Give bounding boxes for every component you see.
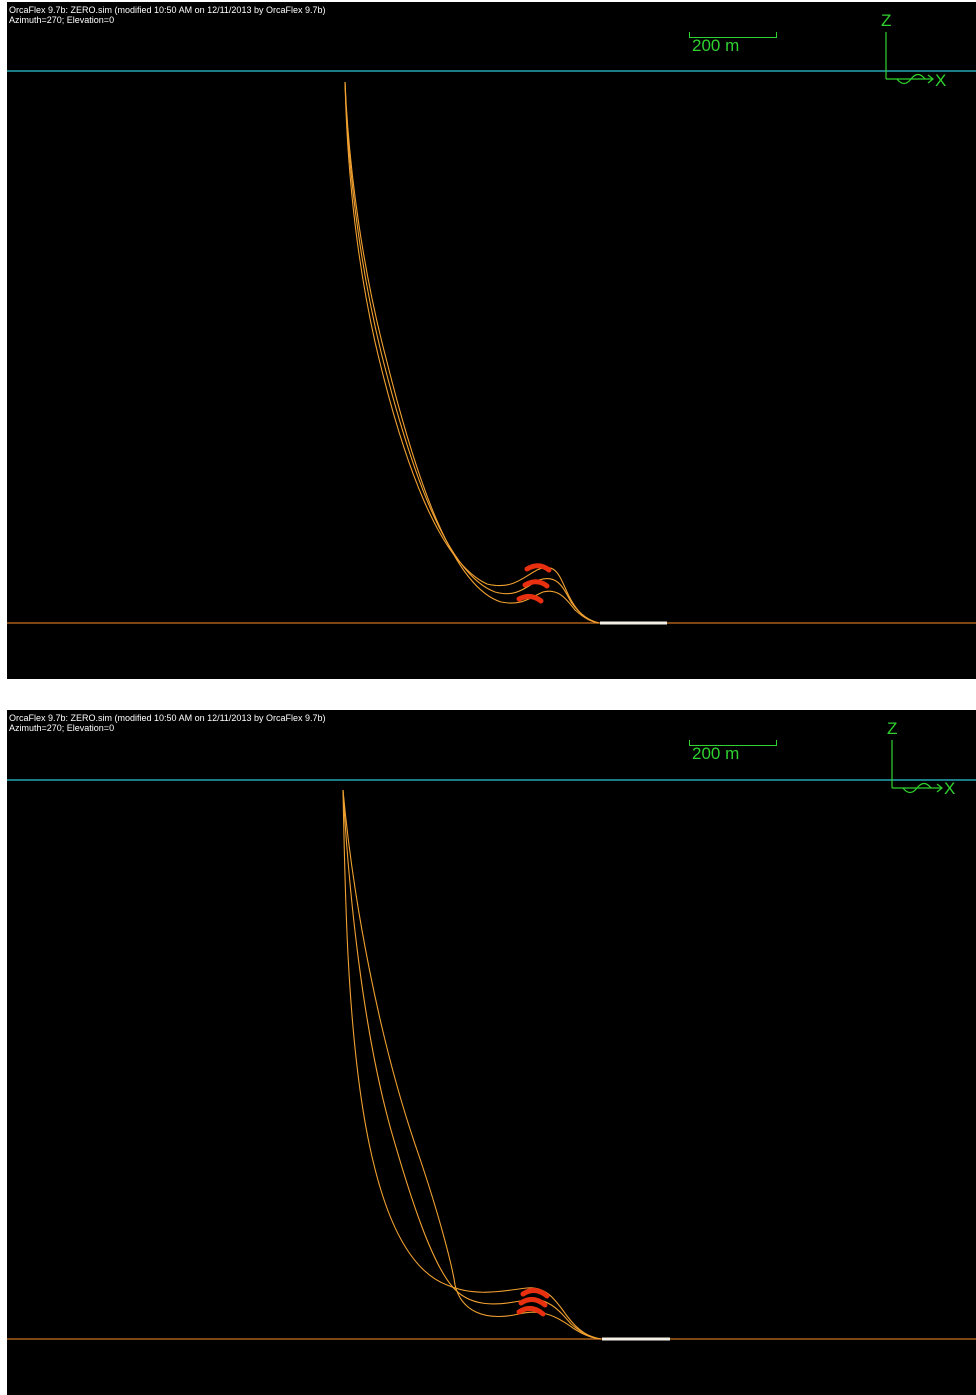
view-header: OrcaFlex 9.7b: ZERO.sim (modified 10:50 … — [9, 5, 325, 25]
buoyancy-section — [518, 1297, 548, 1308]
riser-line — [342, 789, 602, 1340]
header-view-angles: Azimuth=270; Elevation=0 — [9, 723, 115, 733]
scale-label: 200 m — [692, 744, 740, 763]
riser-lines — [344, 81, 600, 624]
axis-z-label: Z — [881, 11, 891, 30]
riser-lines — [342, 789, 602, 1340]
axis-x-label: X — [935, 71, 946, 90]
axis-triad — [891, 740, 943, 794]
header-title: OrcaFlex 9.7b: ZERO.sim (modified 10:50 … — [9, 713, 326, 723]
buoyancy-section — [522, 579, 550, 589]
scale-bar — [689, 32, 777, 38]
riser-line — [344, 81, 600, 624]
buoyancy-section — [516, 593, 544, 604]
buoyancy-sections — [516, 1288, 550, 1317]
view-panel-1: OrcaFlex 9.7b: ZERO.sim (modified 10:50 … — [7, 2, 976, 679]
axis-x-label: X — [944, 779, 955, 798]
wave-icon — [902, 782, 932, 794]
buoyancy-section — [520, 1288, 550, 1299]
view-panel-2: OrcaFlex 9.7b: ZERO.sim (modified 10:50 … — [7, 710, 976, 1395]
header-view-angles: Azimuth=270; Elevation=0 — [9, 15, 115, 25]
riser-line — [344, 81, 600, 624]
riser-line — [342, 789, 602, 1340]
buoyancy-section — [516, 1306, 546, 1317]
scene-canvas: Z X — [7, 11, 976, 625]
buoyancy-section — [524, 563, 552, 573]
x-axis-arrowhead — [927, 74, 934, 84]
riser-line — [344, 81, 600, 624]
buoyancy-sections — [516, 563, 552, 604]
axis-z-label: Z — [887, 719, 897, 738]
scale-label: 200 m — [692, 36, 740, 55]
axis-triad — [885, 32, 934, 85]
header-title: OrcaFlex 9.7b: ZERO.sim (modified 10:50 … — [9, 5, 326, 15]
view-header: OrcaFlex 9.7b: ZERO.sim (modified 10:50 … — [9, 713, 325, 733]
riser-line — [342, 789, 602, 1340]
x-axis-arrowhead — [936, 783, 943, 793]
scene-canvas: Z X — [7, 719, 976, 1341]
scale-bar — [689, 740, 777, 746]
wave-icon — [896, 73, 926, 85]
